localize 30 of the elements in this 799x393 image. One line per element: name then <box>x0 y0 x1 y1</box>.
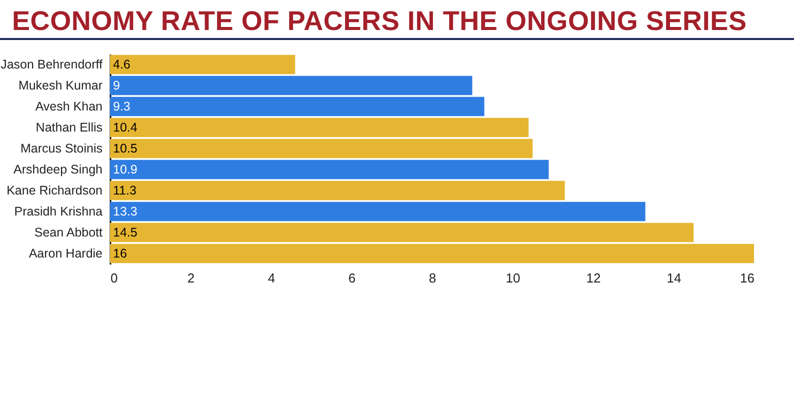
x-tick-label: 14 <box>666 270 682 286</box>
data-label: 4.6 <box>113 58 130 72</box>
x-tick-label: 0 <box>110 270 118 286</box>
x-tick-label: 2 <box>187 270 195 286</box>
x-tick-label: 4 <box>268 270 276 286</box>
y-tick-label: Mukesh Kumar <box>18 78 102 92</box>
x-tick-label: 10 <box>506 270 520 286</box>
data-label: 11.3 <box>113 184 136 198</box>
y-tick-label: Arshdeep Singh <box>14 162 103 176</box>
data-label: 10.5 <box>113 142 138 156</box>
data-label: 13.3 <box>113 204 138 218</box>
x-tick-label: 16 <box>740 270 754 286</box>
y-tick-label: Marcus Stoinis <box>20 142 102 156</box>
y-tick-label: Jason Behrendorff <box>0 58 104 72</box>
chart-title: ECONOMY RATE OF PACERS IN THE ONGOING SERIES <box>11 5 748 38</box>
y-tick-label: Kane Richardson <box>6 184 103 198</box>
data-label: 9.3 <box>113 100 130 114</box>
x-tick-label: 12 <box>586 270 601 286</box>
y-tick-label: Avesh Khan <box>35 100 103 114</box>
y-tick-label: Sean Abbott <box>34 226 104 240</box>
data-label: 16 <box>113 246 127 260</box>
y-tick-label: Nathan Ellis <box>36 120 102 134</box>
x-tick-label: 8 <box>428 270 436 286</box>
data-label: 14.5 <box>113 226 138 240</box>
data-label: 10.9 <box>113 162 138 176</box>
y-tick-label: Aaron Hardie <box>28 246 103 260</box>
y-tick-label: Prasidh Krishna <box>14 204 103 218</box>
x-tick-label: 6 <box>348 270 356 286</box>
data-label: 9 <box>113 78 120 92</box>
data-label: 10.4 <box>113 120 138 134</box>
